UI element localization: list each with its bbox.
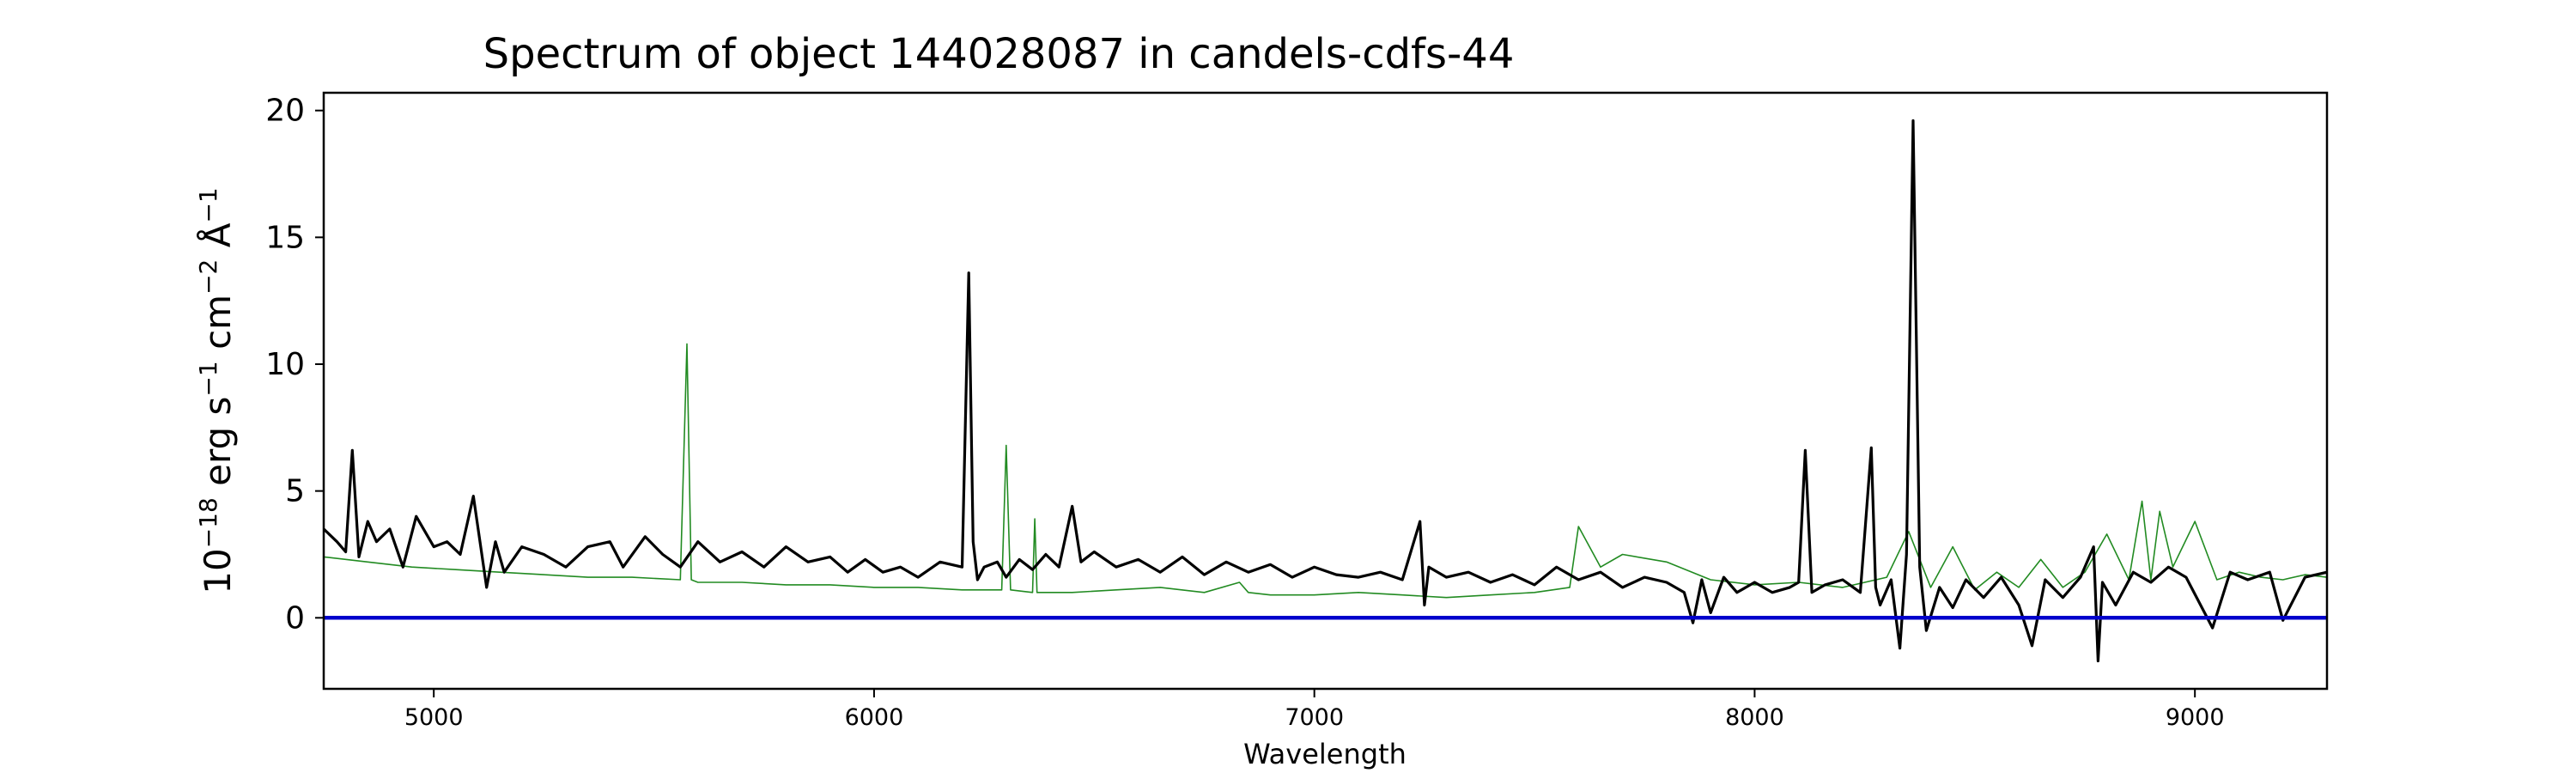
x-tick-label: 9000 xyxy=(2166,704,2225,731)
y-tick-label: 10 xyxy=(265,347,305,382)
y-tick-label: 0 xyxy=(285,600,305,636)
series-line-flux xyxy=(324,119,2327,663)
y-axis-label: 10−18 erg s−1 cm−2 Å−1 xyxy=(194,187,239,593)
x-tick-label: 7000 xyxy=(1285,704,1344,731)
y-tick-label: 5 xyxy=(285,474,305,509)
x-tick-label: 8000 xyxy=(1725,704,1784,731)
y-tick-label: 20 xyxy=(265,94,305,129)
series-line-model xyxy=(324,343,2327,599)
series-layer xyxy=(324,119,2327,663)
plot-frame xyxy=(322,91,2329,691)
x-axis: 5000 6000 7000 8000 9000 xyxy=(404,689,2225,731)
chart-title: Spectrum of object 144028087 in candels-… xyxy=(483,30,1515,78)
x-tick-label: 5000 xyxy=(404,704,464,731)
plot-area xyxy=(322,91,2329,691)
y-axis: 0 5 10 15 20 xyxy=(265,94,324,636)
x-tick-label: 6000 xyxy=(845,704,904,731)
y-tick-label: 15 xyxy=(265,220,305,255)
x-axis-label: Wavelength xyxy=(1243,738,1406,770)
